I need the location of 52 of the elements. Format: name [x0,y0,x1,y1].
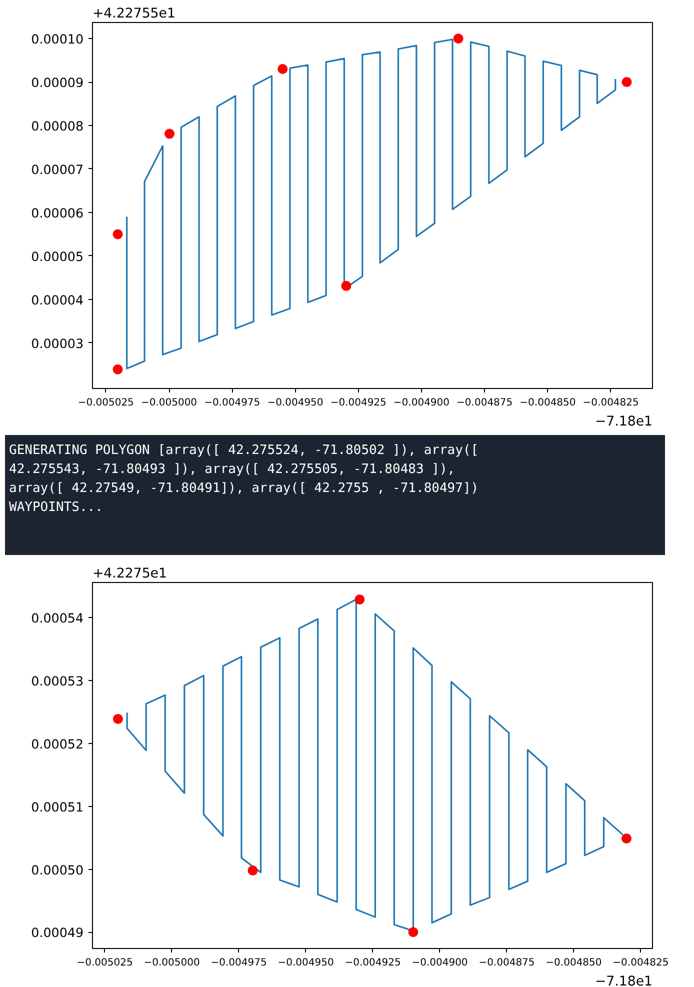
y-tick-label: 0.00053 [31,674,84,689]
x-tick-label: −0.005025 [78,398,134,408]
y-tick-label: 0.00052 [31,736,84,752]
point [622,77,632,88]
y-tick-label: 0.00004 [31,292,84,308]
y-tick-label: 0.00006 [31,205,84,220]
text: 42.275543, -71.80493 ]), array([ 42.275505, -71.80483 ]), [9,462,456,477]
y-tick-label: 0.00010 [31,32,84,47]
y-tick-label: 0.00054 [31,610,84,626]
x-tick-label: −0.004900 [412,958,468,968]
point [622,833,632,844]
text: WAYPOINTS... [9,500,103,515]
point [112,714,123,724]
x-tick-label: −0.004825 [582,398,639,408]
y-tick-label: 0.00005 [31,248,84,264]
x-tick-label: −0.005000 [144,958,200,968]
point [354,594,365,604]
point [453,34,464,44]
x-tick-label: −0.004850 [546,958,602,968]
text: GENERATING POLYGON [array([ 42.275524, -71.80502 ]), array([ [9,443,479,458]
x-tick-label: −0.004925 [344,958,401,968]
x-tick-label: −0.004875 [478,958,535,968]
x-tick-label: −0.005025 [76,958,133,968]
x-tick-label: −0.004975 [210,958,267,968]
text: +4.2275e1 [92,566,167,582]
x-tick-label: −0.004925 [330,398,386,408]
y-tick-label: 0.00051 [31,799,84,814]
y-tick-label: 0.00050 [31,862,84,878]
x-tick-label: −0.004950 [267,398,324,408]
point [408,927,418,938]
x-tick-label: −0.004975 [204,398,260,408]
y-tick-label: 0.00049 [31,925,84,940]
x-tick-label: −0.004850 [520,398,576,408]
y-tick-label: 0.00003 [31,336,84,351]
y-tick-label: 0.00009 [31,75,84,90]
point [112,364,123,374]
point [112,229,123,240]
point [278,64,288,74]
text: −7.18e1 [594,414,653,430]
text: array([ 42.27549, -71.80491]), array([ 42.2755 , -71.80497]) [9,481,479,496]
x-tick-label: −0.004875 [456,398,513,408]
point [164,128,175,139]
x-tick-label: −0.004900 [393,398,450,408]
text: −7.18e1 [594,974,653,987]
x-tick-label: −0.004825 [612,958,669,968]
x-tick-label: −0.005000 [140,398,198,408]
y-tick-label: 0.00007 [31,162,84,177]
point [248,866,258,876]
y-tick-label: 0.00008 [31,118,84,134]
x-tick-label: −0.004950 [278,958,334,968]
point [341,280,352,291]
text: +4.22755e1 [92,6,176,22]
